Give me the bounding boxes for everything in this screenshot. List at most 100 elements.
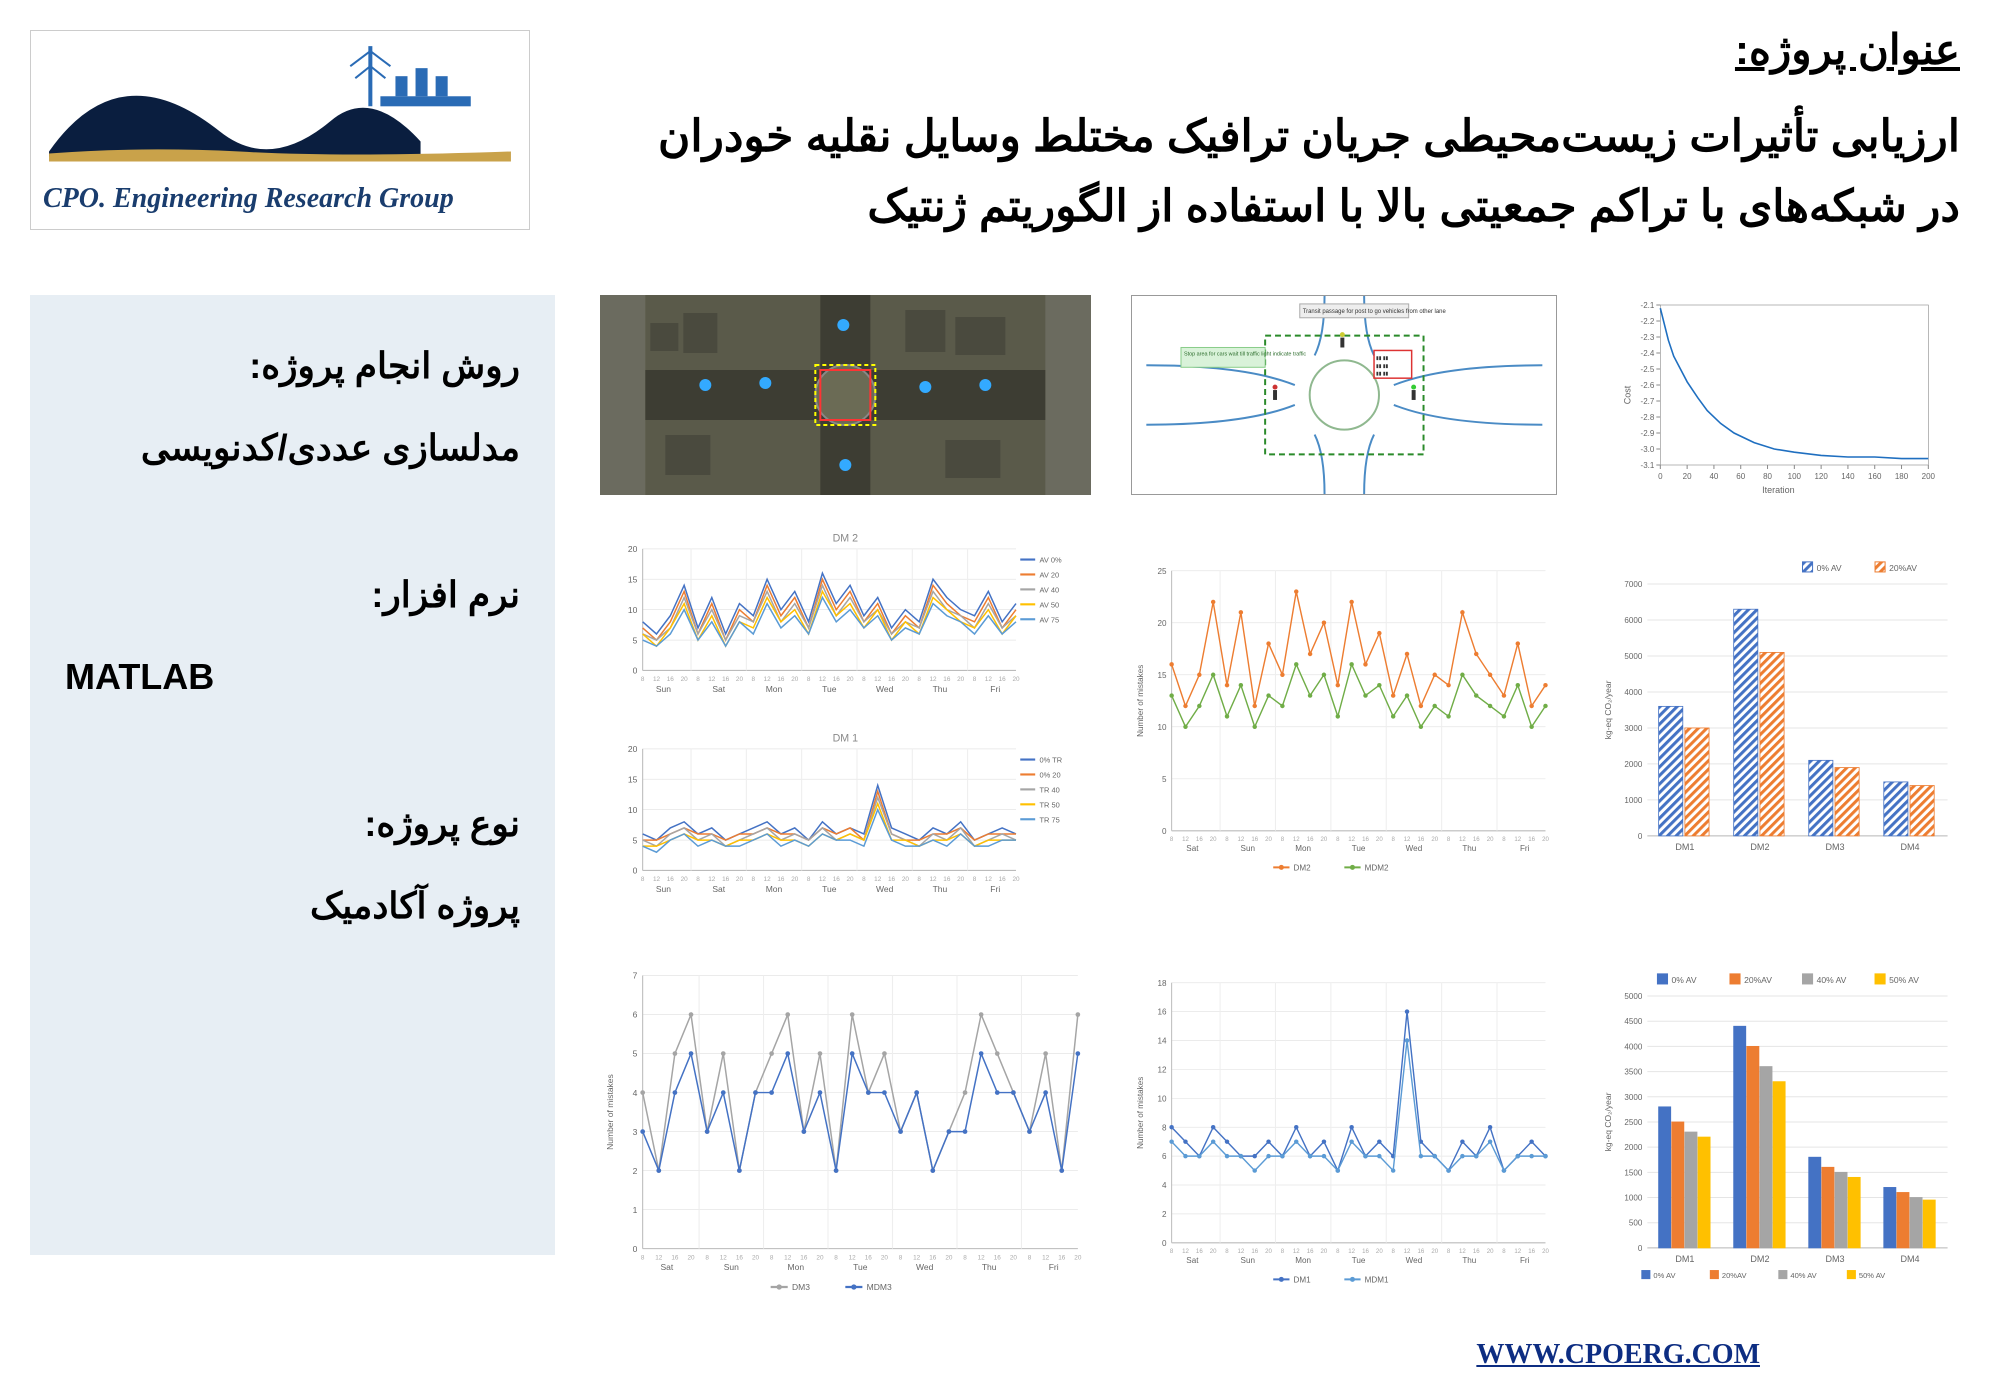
svg-text:16: 16 [1196, 836, 1203, 843]
svg-text:DM4: DM4 [1901, 842, 1920, 852]
svg-text:15: 15 [628, 574, 638, 584]
svg-text:Fri: Fri [990, 884, 1000, 894]
svg-text:50% AV: 50% AV [1889, 975, 1919, 985]
svg-text:3: 3 [633, 1127, 638, 1137]
svg-text:0: 0 [1638, 832, 1643, 841]
svg-text:8: 8 [752, 676, 756, 683]
svg-text:18: 18 [1157, 979, 1167, 988]
svg-text:200: 200 [1922, 472, 1936, 481]
svg-text:AV 0%: AV 0% [1039, 556, 1062, 565]
svg-text:0% TR: 0% TR [1039, 756, 1062, 765]
sidebar: روش انجام پروژه: مدلسازی عددی/کدنویسی نر… [30, 295, 555, 1255]
svg-text:12: 12 [1237, 1248, 1244, 1255]
svg-text:20: 20 [902, 876, 910, 883]
svg-text:Thu: Thu [933, 684, 948, 694]
svg-text:Mon: Mon [766, 684, 783, 694]
roundabout-svg: ▮▮ ▮▮ ▮▮ ▮▮ ▮▮ ▮▮ Transit passage for po… [1132, 296, 1557, 494]
svg-text:8: 8 [705, 1254, 709, 1261]
svg-text:16: 16 [1058, 1254, 1066, 1261]
svg-text:20: 20 [681, 876, 689, 883]
svg-text:8: 8 [862, 876, 866, 883]
svg-text:-2.2: -2.2 [1641, 317, 1655, 326]
footer-link[interactable]: WWW.CPOERG.COM [1476, 1339, 1760, 1371]
svg-text:12: 12 [1293, 1248, 1300, 1255]
svg-text:16: 16 [800, 1254, 808, 1261]
svg-text:DM3: DM3 [1826, 842, 1845, 852]
svg-text:DM2: DM2 [1751, 1254, 1770, 1264]
title-line1: ارزیابی تأثیرات زیست‌محیطی جریان ترافیک … [580, 102, 1960, 172]
svg-text:8: 8 [1336, 836, 1340, 843]
svg-text:20: 20 [1431, 1248, 1438, 1255]
svg-text:Cost: Cost [1623, 385, 1633, 404]
svg-text:8: 8 [641, 1254, 645, 1261]
svg-text:8: 8 [1447, 1248, 1451, 1255]
svg-text:Transit passage for post to go: Transit passage for post to go vehicles … [1302, 309, 1446, 315]
svg-text:20: 20 [791, 676, 799, 683]
mistakes1-panel: 0510152025Sat8121620Sun8121620Mon8121620… [1131, 523, 1558, 907]
svg-text:Thu: Thu [933, 884, 948, 894]
svg-text:kg-eq CO₂/year: kg-eq CO₂/year [1603, 1092, 1613, 1151]
svg-text:Mon: Mon [1295, 844, 1311, 853]
svg-text:6: 6 [1162, 1152, 1167, 1161]
svg-text:12: 12 [653, 876, 661, 883]
svg-text:Stop area for cars wait till t: Stop area for cars wait till traffic lig… [1184, 351, 1306, 357]
svg-text:20: 20 [687, 1254, 695, 1261]
svg-text:500: 500 [1629, 1219, 1643, 1228]
svg-text:12: 12 [985, 676, 993, 683]
svg-text:8: 8 [1502, 1248, 1506, 1255]
svg-text:12: 12 [1293, 836, 1300, 843]
svg-text:8: 8 [917, 676, 921, 683]
svg-text:Number of mistakes: Number of mistakes [1136, 1077, 1145, 1149]
svg-text:-3.0: -3.0 [1641, 445, 1655, 454]
svg-text:Wed: Wed [916, 1262, 934, 1272]
svg-text:8: 8 [917, 876, 921, 883]
svg-text:12: 12 [1459, 1248, 1466, 1255]
svg-text:16: 16 [777, 676, 785, 683]
svg-text:20: 20 [1209, 836, 1216, 843]
svg-text:16: 16 [943, 876, 951, 883]
svg-text:16: 16 [1251, 1248, 1258, 1255]
svg-text:12: 12 [819, 676, 827, 683]
svg-text:2: 2 [1162, 1210, 1167, 1219]
svg-text:-2.5: -2.5 [1641, 365, 1655, 374]
type-label: نوع پروژه: [65, 803, 520, 845]
svg-text:Tue: Tue [853, 1262, 868, 1272]
svg-text:0: 0 [633, 1244, 638, 1254]
svg-text:20%AV: 20%AV [1744, 975, 1772, 985]
svg-text:0: 0 [1162, 827, 1167, 836]
svg-text:16: 16 [1362, 836, 1369, 843]
svg-text:4500: 4500 [1625, 1017, 1643, 1026]
svg-text:20: 20 [816, 1254, 824, 1261]
svg-text:140: 140 [1842, 472, 1856, 481]
logo-text: CPO. Engineering Research Group [39, 177, 521, 221]
svg-text:16: 16 [667, 876, 675, 883]
svg-text:8: 8 [1170, 836, 1174, 843]
svg-text:Sun: Sun [1240, 844, 1254, 853]
svg-text:4: 4 [633, 1088, 638, 1098]
cost-chart-panel: -3.1-3.0-2.9-2.8-2.7-2.6-2.5-2.4-2.3-2.2… [1597, 295, 1960, 495]
svg-text:16: 16 [777, 876, 785, 883]
svg-text:8: 8 [834, 1254, 838, 1261]
svg-text:DM2: DM2 [1293, 863, 1311, 872]
svg-text:-2.1: -2.1 [1641, 301, 1655, 310]
svg-text:Sat: Sat [712, 684, 725, 694]
dm2-chart: DM 205101520Sun8121620Sat8121620Mon81216… [600, 523, 1091, 707]
svg-text:MDM3: MDM3 [867, 1282, 892, 1292]
svg-text:-2.9: -2.9 [1641, 429, 1655, 438]
logo-svg [39, 31, 521, 172]
svg-text:3000: 3000 [1625, 1093, 1643, 1102]
svg-text:0% AV: 0% AV [1672, 975, 1697, 985]
svg-text:16: 16 [1473, 1248, 1480, 1255]
svg-text:12: 12 [708, 876, 716, 883]
type-value: پروژه آکادمیک [65, 885, 520, 927]
svg-text:40% AV: 40% AV [1791, 1271, 1817, 1280]
svg-text:8: 8 [1391, 1248, 1395, 1255]
svg-text:Mon: Mon [766, 884, 783, 894]
svg-text:10: 10 [628, 805, 638, 815]
svg-text:-2.4: -2.4 [1641, 349, 1655, 358]
svg-text:MDM2: MDM2 [1364, 863, 1388, 872]
svg-text:10: 10 [1157, 1094, 1167, 1103]
svg-text:DM1: DM1 [1676, 842, 1695, 852]
svg-text:Wed: Wed [876, 884, 894, 894]
svg-text:12: 12 [1403, 1248, 1410, 1255]
